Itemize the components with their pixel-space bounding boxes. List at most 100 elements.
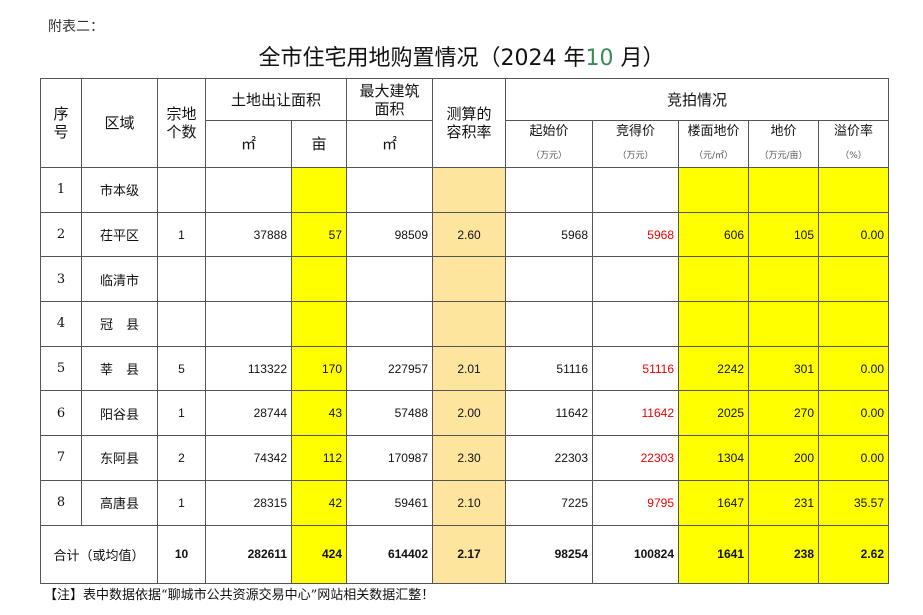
start-price-unit: （万元） bbox=[530, 151, 567, 161]
cell-region: 莘 县 bbox=[81, 345, 158, 392]
header-deal-price: 竞得价 （万元） bbox=[592, 120, 679, 168]
cell-seq: 7 bbox=[40, 435, 82, 481]
cell-seq: 2 bbox=[40, 211, 82, 258]
cell-area-mu bbox=[291, 301, 347, 347]
cell-floor-price bbox=[678, 167, 749, 213]
cell-land-price: 105 bbox=[748, 211, 819, 258]
total-cell: 282611 bbox=[205, 524, 292, 584]
floor-price-label: 楼面地价 bbox=[687, 124, 740, 139]
cell-count: 2 bbox=[157, 435, 206, 481]
cell-region: 茌平区 bbox=[81, 211, 158, 258]
header-build-unit: ㎡ bbox=[346, 120, 433, 168]
cell-seq: 4 bbox=[40, 301, 82, 347]
land-price-label: 地价 bbox=[770, 124, 797, 139]
cell-area-sqm: 74342 bbox=[205, 435, 292, 481]
cell-floor-price: 2025 bbox=[678, 390, 749, 437]
cell-area-sqm: 28315 bbox=[205, 479, 292, 526]
cell-start-price bbox=[505, 256, 593, 303]
cell-far: 2.30 bbox=[432, 435, 506, 481]
cell-start-price: 5968 bbox=[505, 211, 593, 258]
cell-count: 1 bbox=[157, 479, 206, 526]
cell-max-build: 59461 bbox=[346, 479, 433, 526]
cell-land-price bbox=[748, 167, 819, 213]
total-cell: 424 bbox=[291, 524, 347, 584]
total-cell: 2.62 bbox=[818, 524, 889, 584]
total-cell: 10 bbox=[157, 524, 206, 584]
cell-premium: 0.00 bbox=[818, 435, 889, 481]
title-suffix: 月） bbox=[613, 46, 665, 71]
cell-premium bbox=[818, 167, 889, 213]
cell-deal-price: 9795 bbox=[592, 479, 679, 526]
cell-premium: 0.00 bbox=[818, 345, 889, 392]
cell-premium bbox=[818, 301, 889, 347]
table-row: 7 东阿县 2 74342 112 170987 2.30 22303 22303 1304 200… bbox=[40, 435, 889, 481]
cell-deal-price: 51116 bbox=[592, 345, 679, 392]
cell-premium: 0.00 bbox=[818, 211, 889, 258]
cell-area-sqm bbox=[205, 167, 292, 213]
cell-floor-price: 606 bbox=[678, 211, 749, 258]
cell-deal-price: 22303 bbox=[592, 435, 679, 481]
footnote: 【注】表中数据依据“聊城市公共资源交易中心”网站相关数据汇整！ bbox=[44, 588, 435, 603]
cell-land-price: 301 bbox=[748, 345, 819, 392]
cell-area-mu: 43 bbox=[291, 390, 347, 437]
cell-land-price: 231 bbox=[748, 479, 819, 526]
cell-region: 冠 县 bbox=[81, 301, 158, 347]
cell-max-build: 57488 bbox=[346, 390, 433, 437]
total-cell: 1641 bbox=[678, 524, 749, 584]
cell-floor-price: 1304 bbox=[678, 435, 749, 481]
header-land-area: 土地出让面积 bbox=[205, 78, 347, 121]
cell-count: 1 bbox=[157, 390, 206, 437]
page-title: 全市住宅用地购置情况（2024 年10 月） bbox=[0, 40, 923, 72]
header-count: 宗地个数 bbox=[157, 78, 206, 168]
cell-area-sqm: 37888 bbox=[205, 211, 292, 258]
cell-land-price bbox=[748, 256, 819, 303]
cell-area-mu: 57 bbox=[291, 211, 347, 258]
cell-floor-price bbox=[678, 301, 749, 347]
cell-start-price: 22303 bbox=[505, 435, 593, 481]
cell-count: 1 bbox=[157, 211, 206, 258]
cell-max-build: 98509 bbox=[346, 211, 433, 258]
cell-start-price: 51116 bbox=[505, 345, 593, 392]
header-max-build: 最大建筑面积 bbox=[346, 78, 433, 121]
header-mu: 亩 bbox=[291, 120, 347, 168]
total-label: 合计（或均值） bbox=[40, 524, 158, 584]
cell-seq: 6 bbox=[40, 390, 82, 437]
cell-land-price: 270 bbox=[748, 390, 819, 437]
cell-region: 高唐县 bbox=[81, 479, 158, 526]
table-row: 2 茌平区 1 37888 57 98509 2.60 5968 5968 606 105 0.00 bbox=[40, 211, 889, 258]
header-premium: 溢价率 （%） bbox=[818, 120, 889, 168]
cell-far bbox=[432, 301, 506, 347]
cell-far: 2.60 bbox=[432, 211, 506, 258]
cell-area-mu: 112 bbox=[291, 435, 347, 481]
cell-seq: 8 bbox=[40, 479, 82, 526]
total-cell: 238 bbox=[748, 524, 819, 584]
cell-region: 阳谷县 bbox=[81, 390, 158, 437]
table-row: 3 临清市 bbox=[40, 256, 889, 303]
cell-land-price bbox=[748, 301, 819, 347]
cell-area-sqm: 28744 bbox=[205, 390, 292, 437]
cell-region: 临清市 bbox=[81, 256, 158, 303]
cell-floor-price: 1647 bbox=[678, 479, 749, 526]
cell-max-build: 170987 bbox=[346, 435, 433, 481]
cell-land-price: 200 bbox=[748, 435, 819, 481]
premium-label: 溢价率 bbox=[833, 124, 873, 139]
header-land-price: 地价 （万元/亩） bbox=[748, 120, 819, 168]
cell-premium: 0.00 bbox=[818, 390, 889, 437]
cell-deal-price bbox=[592, 167, 679, 213]
cell-max-build bbox=[346, 167, 433, 213]
cell-count: 5 bbox=[157, 345, 206, 392]
cell-floor-price bbox=[678, 256, 749, 303]
cell-far: 2.01 bbox=[432, 345, 506, 392]
cell-area-mu bbox=[291, 256, 347, 303]
cell-deal-price: 5968 bbox=[592, 211, 679, 258]
total-cell: 100824 bbox=[592, 524, 679, 584]
deal-price-unit: （万元） bbox=[617, 151, 654, 161]
header-seq: 序号 bbox=[40, 78, 82, 168]
cell-area-mu: 170 bbox=[291, 345, 347, 392]
cell-far bbox=[432, 167, 506, 213]
total-cell: 98254 bbox=[505, 524, 593, 584]
cell-deal-price bbox=[592, 256, 679, 303]
cell-count bbox=[157, 301, 206, 347]
header-region: 区域 bbox=[81, 78, 158, 168]
